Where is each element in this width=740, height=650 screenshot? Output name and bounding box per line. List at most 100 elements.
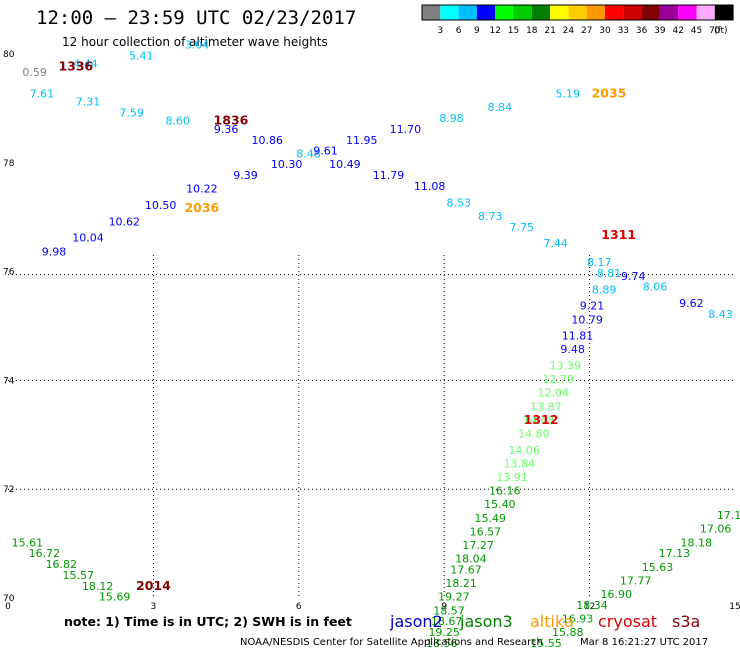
y-tick-label: 76 [3,268,15,278]
swh-value-label: 0.59 [22,66,47,79]
colorbar-label: 33 [618,26,629,36]
swh-value-label: 10.62 [109,215,141,228]
plot-grid [8,255,735,598]
colorbar-swatch [495,5,514,20]
swh-value-label: 13.84 [504,457,536,470]
colorbar-label: 18 [526,26,538,36]
chart-title: 12:00 – 23:59 UTC 02/23/2017 [36,7,356,29]
satellite-legend-jason2: jason2 [389,612,443,631]
swh-value-label: 15.57 [63,569,95,582]
swh-value-label: 9.61 [313,145,338,158]
colorbar-legend: 3 6 9 12 15 18 21 24 27 30 33 36 39 42 45 70(ft) [421,4,734,36]
colorbar-frame [421,4,734,21]
swh-value-label: 19.27 [438,591,470,604]
swh-value-label: 9.98 [42,245,67,258]
x-tick-label: 15 [729,602,740,612]
x-tick-label: 9 [441,602,447,612]
swh-value-label: 16.82 [46,558,78,571]
swh-value-label: 16.16 [489,485,521,498]
y-tick-label: 72 [3,485,14,495]
swh-value-label: 15.49 [474,512,506,525]
colorbar-label: 6 [456,26,462,36]
swh-value-label: 14.08 [523,414,555,427]
swh-value-label: 12.79 [542,373,574,386]
swh-value-label: 11.79 [373,169,405,182]
swh-value-label: 18.57 [433,604,465,617]
swh-value-label: 16.93 [562,612,594,625]
swh-value-label: 11.81 [562,330,594,343]
colorbar-label: 42 [672,26,683,36]
colorbar-swatch [586,5,605,20]
swh-value-label: 8.48 [296,147,321,160]
swh-value-label: 18.67 [431,615,463,628]
colorbar-swatch [531,5,551,20]
y-tick-label: 80 [3,50,15,60]
colorbar-label: 45 [691,26,702,36]
swh-value-label: 8.06 [643,281,668,294]
swh-value-label: 5.19 [556,88,581,101]
colorbar-swatch [714,5,734,20]
swh-value-label: 7.31 [76,96,101,109]
swh-value-label: 13.39 [550,360,582,373]
swh-value-label: 9.48 [560,343,585,356]
swh-value-label: 4.44 [73,58,98,71]
x-tick-label: 6 [296,602,302,612]
swh-value-label: 15.55 [530,637,562,650]
swh-value-label: 8.89 [592,283,617,296]
colorbar-swatch [550,5,569,20]
satellite-legend-cryosat: cryosat [598,612,657,631]
swh-value-label: 11.95 [346,134,378,147]
satellite-legend-jason3: jason3 [459,612,513,631]
swh-value-label: 9.21 [580,300,605,313]
colorbar-label: 3 [437,26,443,36]
data-labels: 0.59 4.44 5.41 3.04 7.61 7.31 7.59 8.60 9.36 10.8… [12,39,740,650]
swh-value-label: 17.27 [462,539,494,552]
colorbar-swatch [659,5,679,20]
colorbar-swatch [513,5,532,20]
colorbar-swatch [476,5,496,20]
colorbar-label: 24 [563,26,575,36]
swh-value-label: 8.53 [446,196,471,209]
swh-value-label: 8.43 [708,308,733,321]
swh-value-label: 7.75 [509,221,534,234]
colorbar-label: 70 [709,26,721,36]
footer-credit: NOAA/NESDIS Center for Satellite Applica… [240,637,543,648]
swh-value-label: 17.67 [450,564,482,577]
swh-value-label: 18.34 [576,599,608,612]
swh-value-label: 10.49 [329,158,361,171]
swh-value-label: 14.06 [508,444,540,457]
swh-value-label: 9.36 [214,123,239,136]
swh-value-label: 10.86 [252,134,284,147]
x-tick-label: 12 [584,602,595,612]
swh-value-label: 11.70 [390,123,422,136]
footer-timestamp: Mar 8 16:21:27 UTC 2017 [580,637,708,648]
swh-value-label: 9.62 [679,297,704,310]
colorbar-swatch [696,5,715,20]
swh-value-label: 16.57 [470,525,502,538]
pass-time-label: 2014 [136,578,171,593]
swh-value-label: 8.98 [439,112,464,125]
swh-value-label: 8.60 [165,115,190,128]
y-axis-ticks: 70 72 74 76 78 80 [3,50,15,604]
colorbar-swatch [422,5,441,20]
colorbar-label: 21 [544,26,555,36]
swh-value-label: 16.72 [29,547,61,560]
satellite-legend-altika: altika [530,612,574,631]
swh-value-label: 10.79 [571,313,603,326]
swh-value-label: 15.40 [484,498,516,511]
pass-time-label: 1312 [524,412,559,427]
swh-value-label: 13.87 [530,400,562,413]
y-tick-label: 78 [3,159,15,169]
colorbar-unit: (ft) [714,26,728,36]
swh-value-label: 11.08 [414,180,446,193]
swh-value-label: 15.88 [552,626,584,639]
swh-value-label: 9.39 [233,169,258,182]
swh-value-label: 13.91 [496,471,528,484]
colorbar-swatch [568,5,587,20]
swh-value-label: 16.90 [601,588,633,601]
satellite-legend: jason2 jason3 altika cryosat s3a [389,612,700,631]
swh-value-label: 18.04 [455,553,487,566]
colorbar-swatch [440,5,459,20]
swh-value-label: 14.80 [518,428,550,441]
pass-time-label: 2036 [184,200,219,215]
